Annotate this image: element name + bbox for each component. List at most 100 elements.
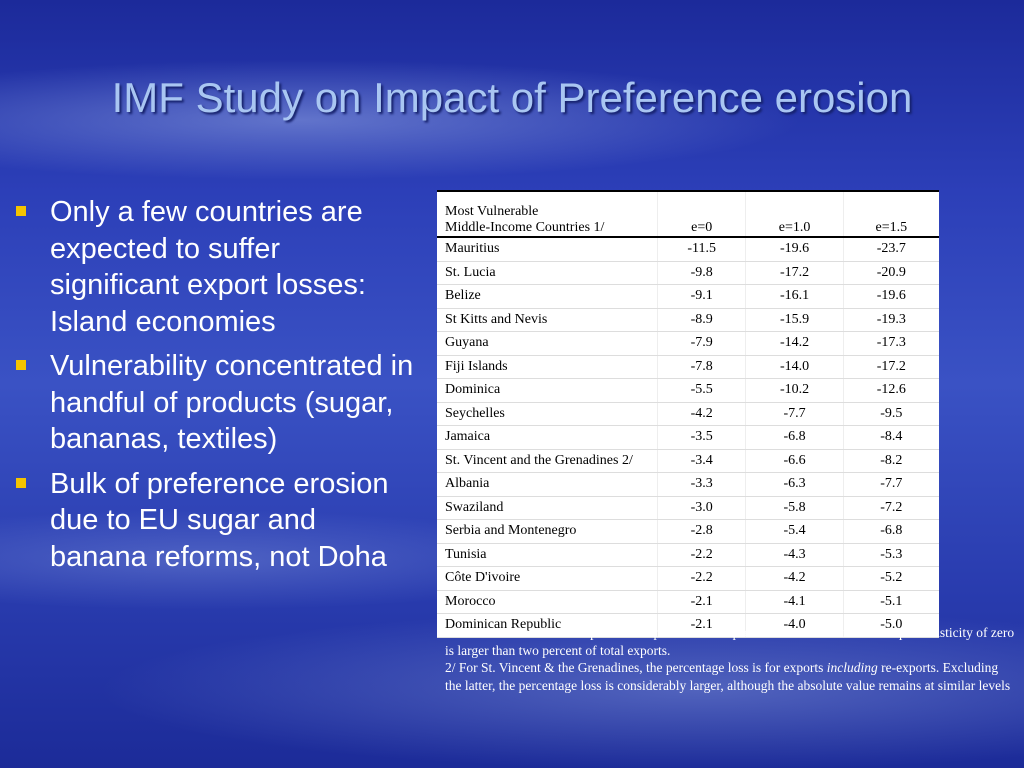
footnote-text: 2/ For St. Vincent & the Grenadines, the… [445, 660, 824, 675]
value-cell: -5.3 [842, 543, 939, 567]
country-cell: Tunisia [437, 543, 658, 567]
footnote: 1/ Countries for which the potential exp… [445, 625, 1015, 658]
footnote: 2/ For St. Vincent & the Grenadines, the… [445, 659, 1017, 694]
value-cell: -17.3 [842, 331, 939, 356]
value-cell: -7.8 [656, 355, 746, 379]
header-row: Most Vulnerable Middle-Income Countries … [437, 191, 939, 238]
value-cell: -7.2 [842, 496, 939, 520]
value-cell: -5.5 [656, 378, 746, 403]
value-cell: -5.2 [842, 566, 939, 591]
country-cell: Swaziland [437, 496, 658, 520]
value-cell: -14.0 [745, 355, 844, 379]
value-cell: -4.1 [745, 590, 844, 614]
table-row: St. Vincent and the Grenadines 2/-3.4 -6.… [437, 449, 939, 473]
table-row: Dominican Republic -2.1 -4.0 -5.0 [437, 613, 939, 638]
country-cell: Dominica [437, 378, 658, 403]
value-cell: -10.2 [745, 378, 844, 403]
value-cell: -20.9 [842, 261, 939, 285]
country-cell: Guyana [437, 331, 658, 356]
value-cell: -2.8 [656, 519, 746, 544]
value-cell: -19.6 [842, 284, 939, 309]
footnote-text: re-exports. Excluding the latter, the pe… [445, 660, 1011, 693]
value-cell: -5.4 [745, 519, 844, 544]
value-cell: -5.1 [842, 590, 939, 614]
value-cell: -4.2 [656, 402, 746, 426]
value-cell: -2.1 [656, 590, 746, 614]
value-cell: -16.1 [745, 284, 844, 309]
value-cell: -6.8 [745, 425, 844, 450]
value-cell: -19.3 [842, 308, 939, 332]
data-table: Most Vulnerable Middle-Income Countries … [437, 190, 939, 638]
bullet: Only a few countries are expected to suf… [14, 194, 414, 340]
value-cell: -2.2 [656, 543, 746, 567]
value-cell: -3.5 [656, 425, 746, 450]
footnotes: 1/ Countries for which the potential exp… [445, 624, 1017, 694]
value-cell: -5.8 [745, 496, 844, 520]
table-body: Mauritius -11.5 -19.6 -23.7 St. Lucia -9.8 -17… [437, 237, 939, 638]
value-cell: -3.4 [656, 449, 746, 473]
bullet: Vulnerability concentrated in handful of… [14, 348, 414, 458]
country-cell: Mauritius [437, 237, 658, 262]
value-cell: -14.2 [745, 331, 844, 356]
value-cell: -7.7 [842, 472, 939, 497]
value-cell: -2.1 [656, 613, 746, 638]
value-cell: -9.1 [656, 284, 746, 309]
value-cell: -4.3 [745, 543, 844, 567]
value-cell: -12.6 [842, 378, 939, 403]
table-row: Swaziland -3.0 -5.8 -7.2 [437, 496, 939, 520]
value-cell: -7.9 [656, 331, 746, 356]
value-cell: -3.0 [656, 496, 746, 520]
table-row: Mauritius -11.5 -19.6 -23.7 [437, 237, 939, 262]
value-cell: -5.0 [842, 613, 939, 638]
value-cell: -8.2 [842, 449, 939, 473]
header-cell: Most Vulnerable Middle-Income Countries … [437, 191, 658, 238]
value-cell: -8.9 [656, 308, 746, 332]
country-cell: Seychelles [437, 402, 658, 426]
footnote-italic: including [826, 660, 878, 675]
header-line: Most Vulnerable [445, 204, 539, 219]
country-cell: Fiji Islands [437, 355, 658, 379]
slide-title: IMF Study on Impact of Preference erosio… [111, 74, 913, 121]
country-cell: Jamaica [437, 425, 658, 450]
table-row: Morocco -2.1 -4.1 -5.1 [437, 590, 939, 614]
column-header: e=1.0 [745, 191, 844, 238]
country-cell: St Kitts and Nevis [437, 308, 658, 332]
value-cell: -17.2 [745, 261, 844, 285]
column-header: e=1.5 [842, 191, 939, 238]
value-cell: -11.5 [656, 237, 746, 262]
country-cell: St. Vincent and the Grenadines 2/ [437, 449, 658, 473]
table-row: Côte D'ivoire -2.2 -4.2 -5.2 [437, 566, 939, 591]
country-cell: Morocco [437, 590, 658, 614]
country-cell: Albania [437, 472, 658, 497]
table-row: Fiji Islands -7.8 -14.0 -17.2 [437, 355, 939, 379]
country-cell: St. Lucia [437, 261, 658, 285]
table-row: St Kitts and Nevis -8.9 -15.9 -19.3 [437, 308, 939, 332]
value-cell: -23.7 [842, 237, 939, 262]
value-cell: -4.0 [745, 613, 844, 638]
country-cell: Serbia and Montenegro [437, 519, 658, 544]
table-row: Serbia and Montenegro -2.8 -5.4 -6.8 [437, 519, 939, 544]
table-row: St. Lucia -9.8 -17.2 -20.9 [437, 261, 939, 285]
value-cell: -6.6 [745, 449, 844, 473]
value-cell: -15.9 [745, 308, 844, 332]
table-row: Jamaica -3.5 -6.8 -8.4 [437, 425, 939, 450]
bullet-list: Only a few countries are expected to suf… [14, 194, 414, 583]
bullet: Bulk of preference erosion due to EU sug… [14, 466, 414, 576]
value-cell: -4.2 [745, 566, 844, 591]
table-row: Tunisia -2.2 -4.3 -5.3 [437, 543, 939, 567]
value-cell: -3.3 [656, 472, 746, 497]
value-cell: -7.7 [745, 402, 844, 426]
value-cell: -6.8 [842, 519, 939, 544]
country-cell: Dominican Republic [437, 613, 658, 638]
table-row: Belize -9.1 -16.1 -19.6 [437, 284, 939, 309]
table-row: Dominica -5.5 -10.2 -12.6 [437, 378, 939, 403]
header-line: Middle-Income Countries 1/ [445, 220, 605, 235]
column-header: e=0 [656, 191, 746, 238]
table-head: Most Vulnerable Middle-Income Countries … [437, 191, 939, 238]
value-cell: -9.8 [656, 261, 746, 285]
country-cell: Côte D'ivoire [437, 566, 658, 591]
table-row: Guyana -7.9 -14.2 -17.3 [437, 331, 939, 356]
table-row: Albania -3.3 -6.3 -7.7 [437, 472, 939, 497]
value-cell: -2.2 [656, 566, 746, 591]
